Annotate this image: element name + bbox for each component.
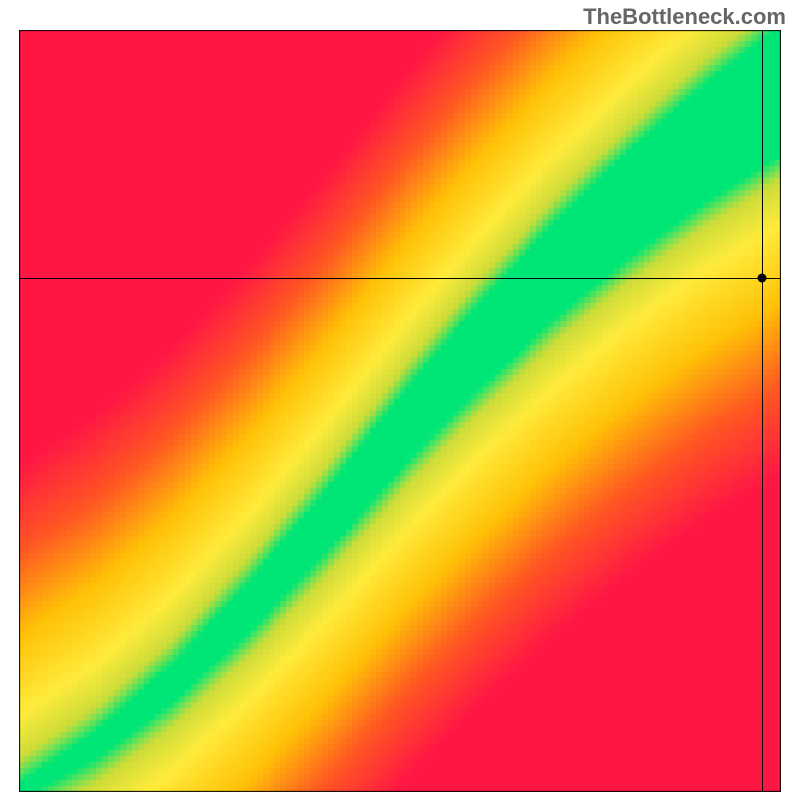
chart-container: { "watermark": { "text": "TheBottleneck.… xyxy=(0,0,800,800)
crosshair-marker xyxy=(757,273,766,282)
watermark-text: TheBottleneck.com xyxy=(583,4,786,30)
crosshair-horizontal xyxy=(19,278,781,279)
bottleneck-heatmap xyxy=(19,30,781,792)
crosshair-vertical xyxy=(762,30,763,792)
